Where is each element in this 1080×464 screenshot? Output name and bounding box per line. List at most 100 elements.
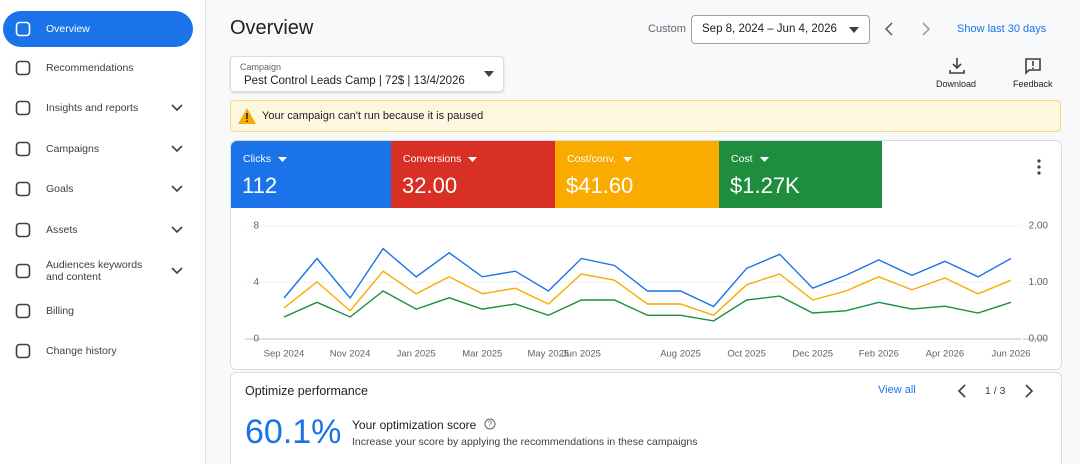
optimize-card: Optimize performance View all 1 / 3 60.1… — [230, 372, 1062, 464]
nav-item[interactable]: Recommendations — [3, 50, 193, 86]
arrow — [623, 157, 632, 162]
nav-label: Billing — [46, 305, 75, 317]
nav-label: Change history — [46, 345, 117, 357]
chevron-path — [171, 267, 183, 275]
x-tick-label: May 2025 — [527, 349, 569, 360]
dropdown-icon — [849, 27, 859, 33]
download-icon — [949, 58, 965, 74]
x-tick-label: Jun 2026 — [991, 349, 1030, 360]
icon-shape — [15, 263, 31, 279]
feedback-button[interactable]: Feedback — [1013, 79, 1053, 89]
icon-shape — [15, 303, 31, 319]
nav-icon — [15, 100, 31, 116]
metric-name: Clicks — [243, 153, 271, 165]
icon-shape — [15, 141, 31, 157]
icon-shape — [15, 60, 31, 76]
series-line — [283, 247, 1012, 308]
download-button[interactable]: Download — [936, 79, 977, 89]
chevron-path — [171, 104, 183, 112]
metric-name: Conversions — [403, 153, 462, 165]
nav-item[interactable]: Assets — [3, 212, 193, 248]
svg-text:?: ? — [488, 420, 493, 429]
nav-label: Assets — [46, 224, 78, 236]
metric-tab[interactable]: Clicks 112 — [231, 141, 391, 208]
nav-label: Audiences keywords and content — [46, 259, 143, 283]
next-button[interactable] — [1024, 384, 1034, 398]
date-picker[interactable]: Sep 8, 2024 – Jun 4, 2026 — [691, 15, 870, 44]
x-tick-label: Jun 2025 — [562, 349, 601, 360]
campaign-select[interactable]: Campaign Pest Control Leads Camp | 72$ |… — [230, 56, 504, 92]
chevron — [171, 145, 183, 153]
metric-tab[interactable]: Cost $1.27K — [719, 141, 882, 208]
y-tick-label: 8 — [253, 221, 259, 232]
dropdown-icon — [760, 157, 769, 162]
y-tick-label: 0 — [253, 334, 259, 345]
page-title: Overview — [230, 17, 314, 39]
y-tick-label: 4 — [253, 277, 259, 288]
icon-shape — [15, 181, 31, 197]
metric-tab[interactable]: Cost/conv. $41.60 — [555, 141, 719, 208]
alert-text: Your campaign can't run because it is pa… — [262, 110, 484, 122]
view-all-link[interactable]: View all — [878, 384, 916, 396]
chevron — [171, 185, 183, 193]
sidebar: Overview Recommendations Insights and repo… — [0, 0, 206, 464]
chevron-path — [171, 145, 183, 153]
chevron — [171, 226, 183, 234]
date-label: Custom — [648, 23, 686, 35]
x-tick-label: Aug 2025 — [660, 349, 701, 360]
score-title: Your optimization score — [352, 418, 477, 432]
dropdown-icon — [468, 157, 477, 162]
nav-item[interactable]: Campaigns — [3, 131, 193, 167]
nav-label: Overview — [46, 23, 90, 35]
pager: 1 / 3 — [985, 385, 1006, 397]
performance-card: Clicks 112 Conversions 32.00 Cost/conv. $41.6… — [230, 140, 1062, 370]
chevron-path — [171, 226, 183, 234]
nav-item[interactable]: Audiences keywords and content — [3, 253, 193, 289]
x-tick-label: Nov 2024 — [330, 349, 371, 360]
more-menu[interactable] — [1036, 159, 1042, 175]
feedback-icon — [1025, 58, 1041, 75]
dropdown-icon — [623, 157, 632, 162]
x-tick-label: Sep 2024 — [264, 349, 305, 360]
nav-item[interactable]: Billing — [3, 293, 193, 329]
metric-name: Cost — [731, 153, 753, 165]
prev-button[interactable] — [957, 384, 967, 398]
nav-icon — [15, 60, 31, 76]
icon-shape — [15, 21, 31, 37]
x-tick-label: Feb 2026 — [859, 349, 899, 360]
date-range: Sep 8, 2024 – Jun 4, 2026 — [702, 23, 837, 35]
nav-item[interactable]: Goals — [3, 171, 193, 207]
score-description: Increase your score by applying the reco… — [352, 436, 698, 448]
optimization-score: 60.1% — [245, 413, 342, 451]
arrow — [278, 157, 287, 162]
series-line — [283, 290, 1012, 322]
nav-icon — [15, 181, 31, 197]
chevron — [171, 104, 183, 112]
series-line — [283, 270, 1012, 317]
nav-icon — [15, 343, 31, 359]
campaign-label: Campaign — [240, 62, 282, 72]
nav-icon — [15, 263, 31, 279]
metric-tab[interactable]: Conversions 32.00 — [391, 141, 555, 208]
nav-item[interactable]: Change history — [3, 333, 193, 369]
metric-value: $41.60 — [566, 173, 634, 198]
nav-item[interactable]: Insights and reports — [3, 90, 193, 126]
x-tick-label: Oct 2025 — [727, 349, 766, 360]
date-nav[interactable] — [883, 21, 933, 37]
nav-icon — [15, 303, 31, 319]
nav-label: Campaigns — [46, 143, 100, 155]
metric-value: 32.00 — [402, 173, 458, 198]
x-tick-label: Apr 2026 — [926, 349, 965, 360]
metric-value: 112 — [242, 173, 278, 198]
nav-item[interactable]: Overview — [3, 11, 193, 47]
icon-shape — [15, 100, 31, 116]
nav-label: Insights and reports — [46, 102, 139, 114]
chart: 0 4 8 0.00 1.00 2.00 Sep 2024 Nov 2024 Jan 2025 M… — [245, 221, 1048, 360]
help-icon: ? — [484, 418, 496, 430]
icon-shape — [15, 343, 31, 359]
campaign-value: Pest Control Leads Camp | 72$ | 13/4/202… — [244, 75, 465, 87]
metric-name: Cost/conv. — [567, 153, 616, 165]
show-last-link[interactable]: Show last 30 days — [957, 23, 1047, 35]
arrow — [760, 157, 769, 162]
dropdown-icon — [278, 157, 287, 162]
